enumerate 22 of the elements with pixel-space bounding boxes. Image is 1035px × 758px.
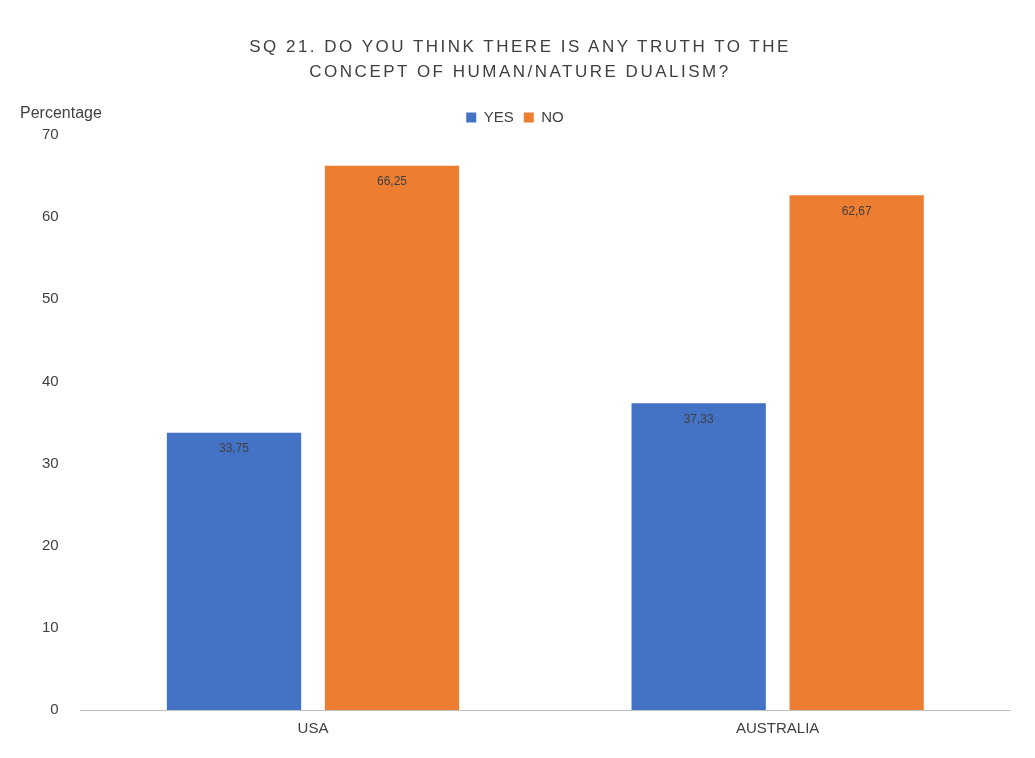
y-tick-label: 70: [42, 125, 59, 143]
y-tick-label: 0: [50, 700, 59, 718]
data-label: 37,33: [683, 411, 715, 426]
chart-title: SQ 21. DO YOU THINK THERE IS ANY TRUTH TO THE CONCEPT OF HUMAN/NATURE DUALISM?: [248, 36, 792, 83]
bar: [324, 165, 460, 710]
data-label: 62,67: [841, 203, 872, 218]
bar: [166, 432, 302, 710]
y-tick-label: 20: [42, 535, 59, 553]
data-label: 66,25: [376, 174, 408, 189]
bar: [631, 403, 766, 710]
y-tick-label: 30: [42, 453, 59, 471]
bar: [789, 195, 924, 710]
y-tick-label: 50: [42, 289, 59, 307]
y-tick-label: 60: [42, 207, 59, 225]
x-tick-label: USA: [297, 719, 329, 737]
legend-label: YES: [483, 107, 514, 125]
x-tick-label: AUSTRALIA: [735, 719, 820, 737]
legend-label: NO: [541, 107, 564, 125]
y-tick-label: 40: [42, 371, 59, 389]
y-axis-title: Percentage: [20, 104, 102, 122]
data-label: 33,75: [219, 441, 250, 456]
y-tick-label: 10: [42, 618, 59, 635]
